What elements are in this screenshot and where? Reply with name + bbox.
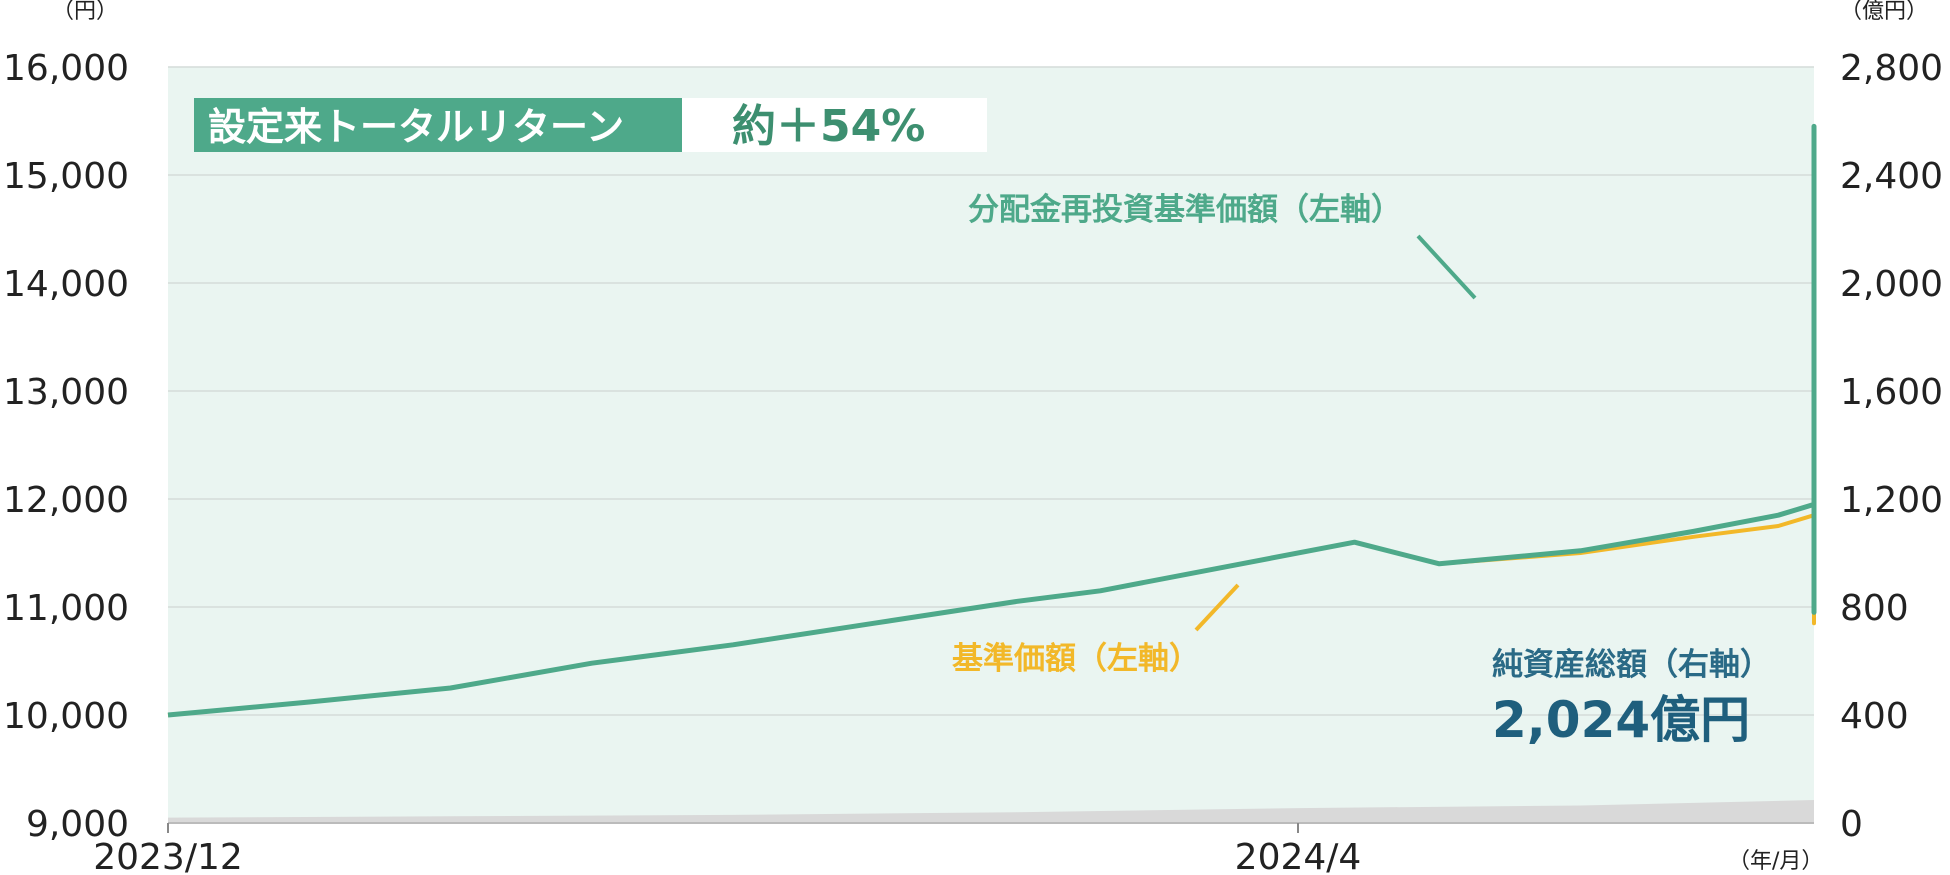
right-tick-label: 2,000: [1840, 264, 1943, 305]
right-tick-label: 1,600: [1840, 372, 1943, 413]
nav-leader: [1194, 583, 1240, 632]
left-tick-label: 13,000: [3, 372, 129, 413]
left-axis-unit: （円）: [52, 0, 118, 24]
right-tick-label: 0: [1840, 804, 1863, 845]
left-tick-label: 9,000: [26, 804, 129, 845]
right-tick-label: 1,200: [1840, 480, 1943, 521]
left-tick-label: 15,000: [3, 156, 129, 197]
axis-ticks: 9,000 0 10,000 400 11,000 800 12,000 1,200 13,00…: [3, 48, 1943, 875]
right-tick-label: 2,400: [1840, 156, 1943, 197]
reinvested-nav-line: [167, 123, 1817, 718]
left-tick-label: 12,000: [3, 480, 129, 521]
left-tick-label: 11,000: [3, 588, 129, 629]
x-tick-label: 2023/12: [93, 837, 243, 875]
total-return-badge: [194, 98, 682, 152]
right-axis-unit: （億円）: [1840, 0, 1928, 24]
left-tick-label: 14,000: [3, 264, 129, 305]
right-tick-label: 400: [1840, 696, 1909, 737]
reinvested-leader: [1416, 234, 1477, 300]
reinvested-label: 分配金再投資基準価額（左軸）: [968, 192, 1402, 228]
x-tick-label: 2024/4: [1235, 837, 1362, 875]
nav-label: 基準価額（左軸）: [952, 641, 1200, 677]
left-tick-label: 16,000: [3, 48, 129, 89]
assets-label: 純資産総額（右軸）: [1492, 647, 1771, 683]
left-tick-label: 10,000: [3, 696, 129, 737]
plot-background: [168, 67, 1814, 823]
total-return-value: 約＋54%: [732, 101, 925, 152]
assets-value: 2,024億円: [1492, 691, 1750, 749]
x-axis-unit: （年/月）: [1728, 849, 1823, 874]
total-return-label: 設定来トータルリターン: [208, 105, 624, 149]
right-tick-label: 2,800: [1840, 48, 1943, 89]
right-tick-label: 800: [1840, 588, 1909, 629]
